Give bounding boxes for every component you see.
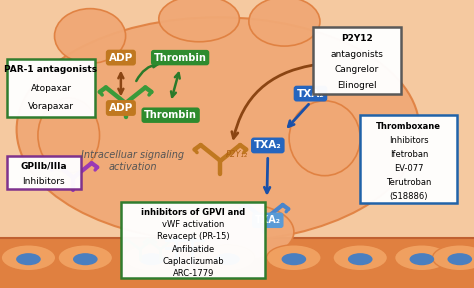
Text: Inhibitors: Inhibitors <box>23 177 65 186</box>
Ellipse shape <box>124 245 179 271</box>
Text: Cangrelor: Cangrelor <box>335 65 379 74</box>
Ellipse shape <box>1 245 56 271</box>
Text: Thrombin: Thrombin <box>144 110 197 120</box>
Text: Revacept (PR-15): Revacept (PR-15) <box>157 232 229 241</box>
Text: TXA₂: TXA₂ <box>255 215 281 225</box>
Ellipse shape <box>348 253 373 265</box>
Text: (S18886): (S18886) <box>390 192 428 201</box>
Ellipse shape <box>200 245 255 271</box>
Text: Thrombin: Thrombin <box>154 53 207 62</box>
Text: inhibitors of GPVI and: inhibitors of GPVI and <box>141 208 245 217</box>
Text: Ifetroban: Ifetroban <box>390 150 428 159</box>
Ellipse shape <box>432 245 474 271</box>
FancyBboxPatch shape <box>121 202 265 278</box>
Ellipse shape <box>282 253 306 265</box>
Ellipse shape <box>249 0 320 46</box>
Text: Vorapaxar: Vorapaxar <box>28 102 74 111</box>
Ellipse shape <box>289 101 360 176</box>
Text: Caplaclizumab: Caplaclizumab <box>162 257 224 266</box>
Text: Atopaxar: Atopaxar <box>30 84 72 93</box>
Ellipse shape <box>55 9 126 63</box>
Text: ADP: ADP <box>109 103 133 113</box>
Text: GPIIb/IIIa: GPIIb/IIIa <box>20 162 67 171</box>
Ellipse shape <box>333 245 387 271</box>
Text: Elinogrel: Elinogrel <box>337 81 376 90</box>
FancyBboxPatch shape <box>360 115 457 203</box>
Bar <box>0 238 474 288</box>
Text: PAR-1 antagonists: PAR-1 antagonists <box>4 65 98 74</box>
Ellipse shape <box>266 245 321 271</box>
Text: TXA₂: TXA₂ <box>254 141 282 150</box>
Ellipse shape <box>394 245 449 271</box>
Ellipse shape <box>16 253 41 265</box>
Text: TXA₂: TXA₂ <box>297 89 324 98</box>
Ellipse shape <box>38 98 100 173</box>
Text: EV-077: EV-077 <box>394 164 424 173</box>
Ellipse shape <box>215 253 240 265</box>
Text: P2Y₁₂: P2Y₁₂ <box>226 149 248 159</box>
Text: P2Y12: P2Y12 <box>341 34 373 43</box>
Text: Thromboxane: Thromboxane <box>376 122 441 130</box>
Ellipse shape <box>73 253 98 265</box>
Text: Terutroban: Terutroban <box>386 178 431 187</box>
FancyBboxPatch shape <box>7 156 81 189</box>
Ellipse shape <box>410 253 434 265</box>
Ellipse shape <box>58 245 112 271</box>
Text: Anfibatide: Anfibatide <box>172 245 215 254</box>
Text: Intracelluar signaling
activation: Intracelluar signaling activation <box>81 150 184 172</box>
Ellipse shape <box>159 0 239 42</box>
FancyBboxPatch shape <box>313 27 401 94</box>
Ellipse shape <box>199 204 294 259</box>
Ellipse shape <box>447 253 472 265</box>
Text: ARC-1779: ARC-1779 <box>173 269 214 278</box>
Text: Inhibitors: Inhibitors <box>389 136 428 145</box>
FancyBboxPatch shape <box>7 59 95 117</box>
Ellipse shape <box>139 253 164 265</box>
Text: vWF activation: vWF activation <box>162 220 224 229</box>
Text: antagonists: antagonists <box>330 50 383 58</box>
Ellipse shape <box>17 17 419 242</box>
Text: ADP: ADP <box>109 53 133 62</box>
